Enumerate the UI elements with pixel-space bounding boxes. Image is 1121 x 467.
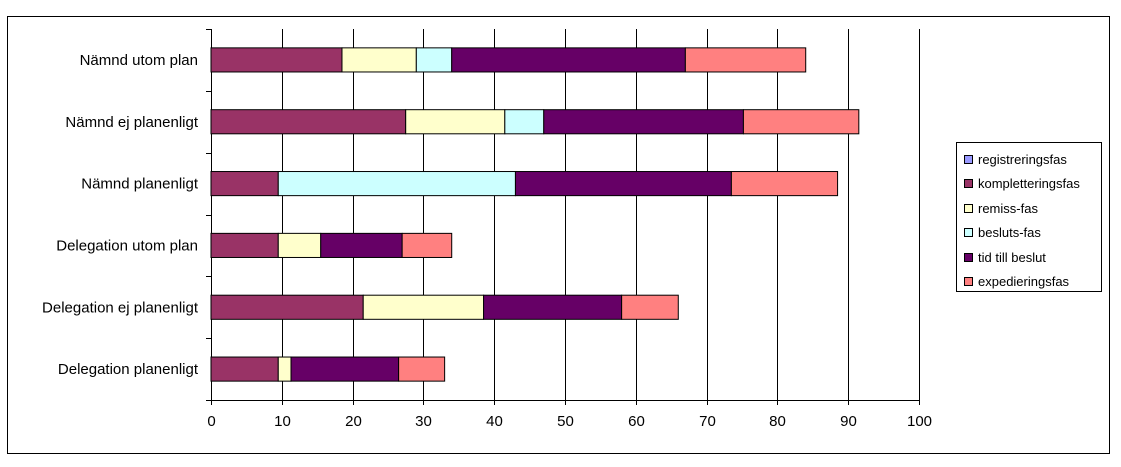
x-tick-label: 20 <box>345 413 362 430</box>
x-tick-label: 60 <box>628 413 645 430</box>
legend-entry: kompletteringsfas <box>964 172 1101 197</box>
x-tick-label: 10 <box>274 413 291 430</box>
bar-segment <box>210 294 364 320</box>
bar-segment <box>277 171 516 197</box>
legend-swatch <box>964 203 973 213</box>
legend-swatch <box>964 228 973 238</box>
x-tick-label: 80 <box>769 413 786 430</box>
bar-segment <box>415 47 453 73</box>
legend-entry: tid till beslut <box>964 245 1101 270</box>
bar-segment <box>405 109 506 135</box>
legend-label: besluts-fas <box>978 225 1041 241</box>
bar-segment <box>210 47 343 73</box>
legend: registreringsfas kompletteringsfas remiss-… <box>956 142 1102 292</box>
y-category-label: Delegation planenligt <box>58 361 199 378</box>
bar-segment <box>341 47 417 73</box>
bar-segment <box>684 47 807 73</box>
y-category-label: Delegation utom plan <box>56 237 198 254</box>
bar-segment <box>210 232 279 258</box>
bar-segment <box>621 294 679 320</box>
bar-segment <box>730 171 839 197</box>
legend-label: expedieringsfas <box>978 274 1070 290</box>
x-tick-label: 40 <box>486 413 503 430</box>
legend-entry: registreringsfas <box>964 147 1101 172</box>
legend-entry: besluts-fas <box>964 221 1101 246</box>
bar-segment <box>742 109 860 135</box>
bar-segment <box>451 47 686 73</box>
x-tick-label: 90 <box>840 413 857 430</box>
bar-segment <box>398 356 446 382</box>
legend-entry: remiss-fas <box>964 196 1101 221</box>
legend-label: kompletteringsfas <box>978 176 1080 192</box>
legend-swatch <box>964 154 973 164</box>
legend-label: registreringsfas <box>978 151 1067 167</box>
y-category-label: Nämnd utom plan <box>80 52 198 69</box>
bar-segment <box>362 294 485 320</box>
legend-swatch <box>964 252 973 262</box>
bar-segment <box>277 232 322 258</box>
bar-segment <box>483 294 623 320</box>
y-category-label: Delegation ej planenligt <box>42 299 199 316</box>
x-tick-label: 50 <box>557 413 574 430</box>
x-tick-label: 30 <box>415 413 432 430</box>
x-tick-label: 100 <box>907 413 932 430</box>
y-category-label: Nämnd ej planenligt <box>65 114 198 131</box>
bar-segment <box>210 171 279 197</box>
bar-segment <box>210 109 407 135</box>
bar-segment <box>504 109 545 135</box>
legend-swatch <box>964 277 973 287</box>
bar-segment <box>320 232 403 258</box>
bar-segment <box>401 232 453 258</box>
y-category-label: Nämnd planenligt <box>81 176 199 193</box>
bar-segment <box>210 356 279 382</box>
legend-label: tid till beslut <box>978 249 1046 265</box>
legend-label: remiss-fas <box>978 200 1038 216</box>
bar-segment <box>277 356 292 382</box>
x-tick-label: 70 <box>699 413 716 430</box>
x-tick-label: 0 <box>207 413 215 430</box>
bar-segment <box>514 171 732 197</box>
bar-segment <box>290 356 400 382</box>
legend-swatch <box>964 179 973 189</box>
legend-entry: expedieringsfas <box>964 270 1101 295</box>
bar-segment <box>543 109 744 135</box>
